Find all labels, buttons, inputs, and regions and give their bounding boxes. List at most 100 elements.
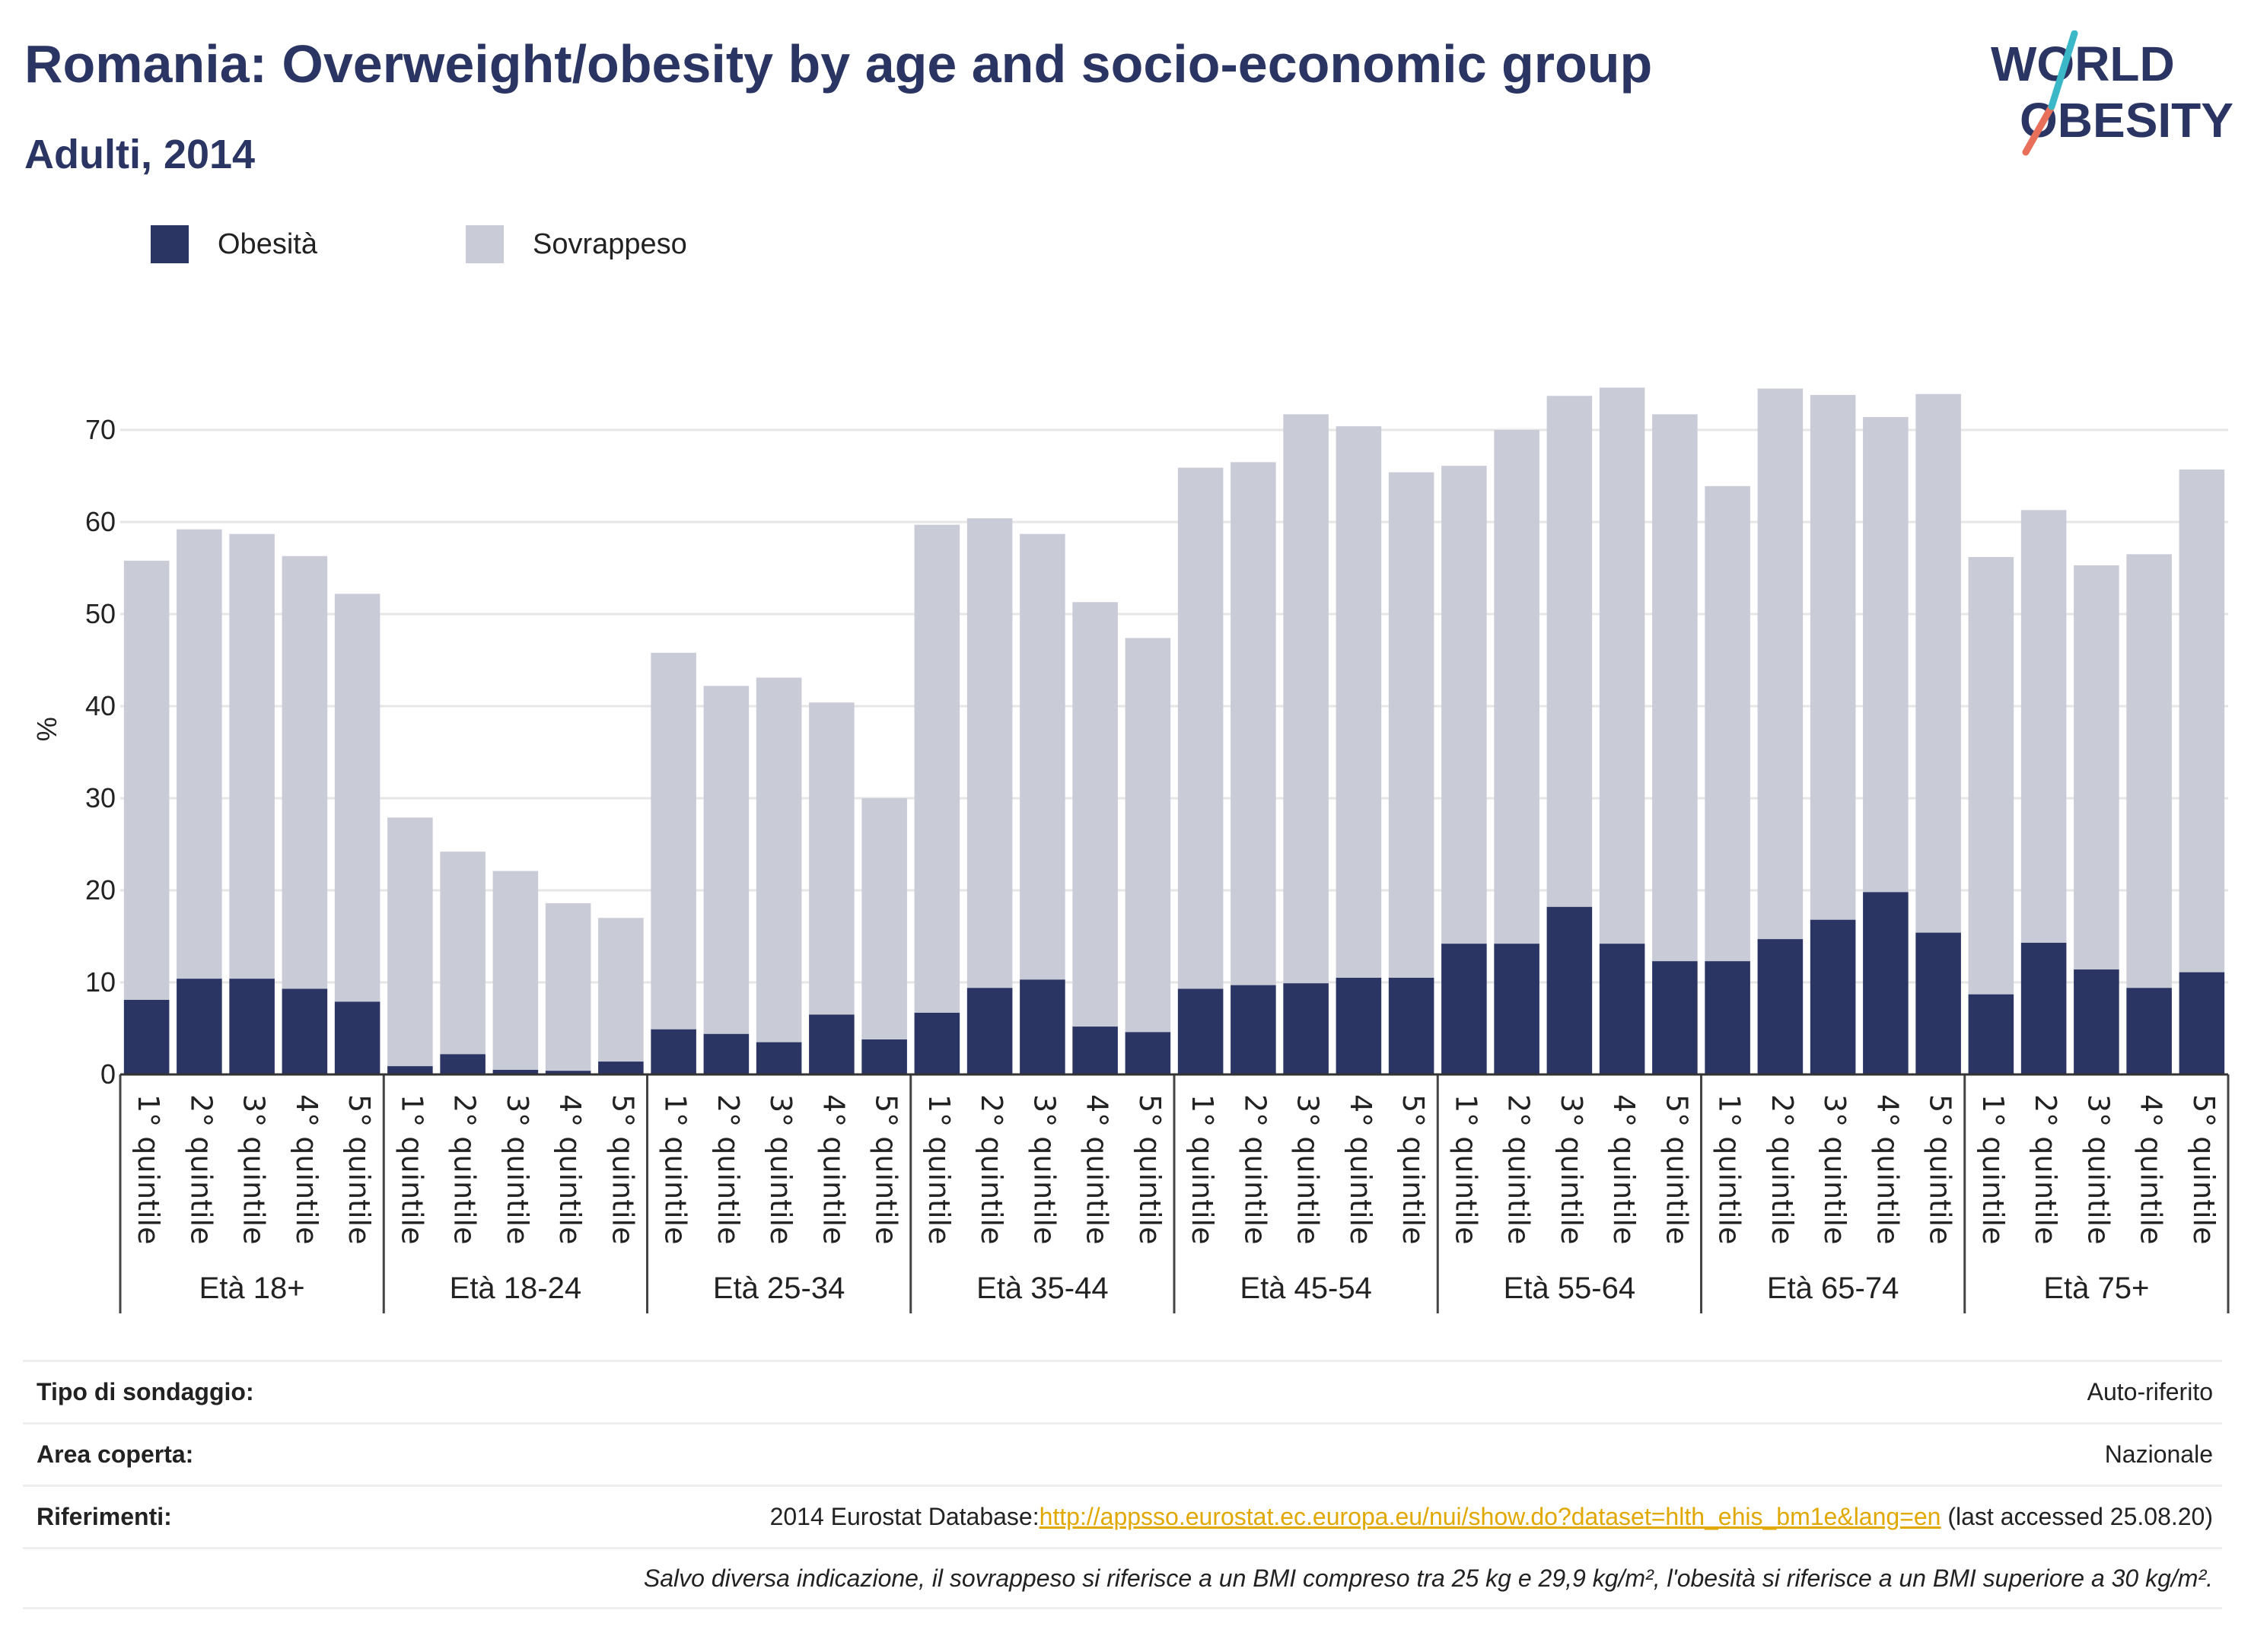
bar-overweight (914, 524, 960, 1013)
x-group-label: Età 55-64 (1504, 1272, 1635, 1305)
legend-label-obesity: Obesità (218, 228, 317, 260)
legend-item-overweight: Sovrappeso (466, 225, 687, 263)
bar-obesity (1388, 977, 1434, 1074)
bar-overweight (1705, 485, 1750, 962)
y-tick-label: 0 (100, 1058, 116, 1090)
info-row-note: Salvo diversa indicazione, il sovrappeso… (23, 1547, 2222, 1609)
bar-obesity (1915, 932, 1961, 1074)
bar-obesity (1810, 919, 1856, 1074)
x-tick-label: 2° quintile (184, 1094, 218, 1245)
bar-obesity (809, 1014, 855, 1074)
bar-overweight (492, 871, 539, 1070)
x-group-label: Età 75+ (2043, 1272, 2149, 1305)
reference-link[interactable]: http://appsso.eurostat.ec.europa.eu/nui/… (1039, 1503, 1941, 1530)
stacked-bar-chart: 0 10 20 30 40 50 60 70% 1° quintile 2° quintile 3°… (31, 387, 2230, 1313)
bar-obesity (545, 1071, 591, 1074)
info-value-area: Nazionale (2104, 1440, 2213, 1468)
bar-obesity (756, 1042, 802, 1074)
bar-overweight (545, 902, 591, 1071)
bar-overweight (1915, 393, 1961, 933)
chart-title: Romania: Overweight/obesity by age and s… (24, 34, 1653, 94)
bar-obesity (1336, 977, 1382, 1074)
x-group-label: Età 18-24 (450, 1272, 581, 1305)
bar-obesity (282, 988, 328, 1074)
bar-overweight (2074, 565, 2119, 970)
x-tick-label: 3° quintile (764, 1094, 798, 1245)
x-group-label: Età 65-74 (1767, 1272, 1899, 1305)
x-group-label: Età 45-54 (1240, 1272, 1371, 1305)
bar-overweight (2020, 510, 2067, 943)
reference-prefix: 2014 Eurostat Database: (769, 1503, 1040, 1530)
legend-label-overweight: Sovrappeso (533, 228, 687, 260)
x-tick-label: 5° quintile (1396, 1094, 1430, 1245)
x-tick-label: 4° quintile (817, 1094, 850, 1245)
info-label-references: Riferimenti: (37, 1503, 172, 1530)
x-tick-label: 4° quintile (553, 1094, 587, 1245)
y-tick-label: 20 (85, 874, 116, 906)
bar-obesity (861, 1039, 907, 1074)
bar-obesity (1177, 988, 1224, 1074)
x-tick-label: 5° quintile (606, 1094, 639, 1245)
bar-overweight (1020, 533, 1065, 980)
x-tick-label: 4° quintile (2135, 1094, 2168, 1245)
info-label-survey-type: Tipo di sondaggio: (37, 1378, 254, 1405)
x-tick-label: 4° quintile (290, 1094, 323, 1245)
bar-obesity (334, 1001, 380, 1074)
x-tick-label: 2° quintile (448, 1094, 482, 1245)
bar-overweight (334, 594, 380, 1002)
bar-overweight (1441, 466, 1487, 944)
x-tick-label: 5° quintile (2187, 1094, 2221, 1245)
x-tick-label: 1° quintile (1713, 1094, 1746, 1245)
bar-obesity (1705, 961, 1750, 1074)
bar-obesity (966, 988, 1013, 1074)
bar-overweight (1757, 388, 1804, 940)
bar-obesity (229, 979, 275, 1074)
bar-obesity (914, 1012, 960, 1074)
bar-obesity (1494, 944, 1539, 1074)
bar-overweight (1388, 472, 1434, 978)
x-tick-label: 1° quintile (395, 1094, 428, 1245)
bar-overweight (1125, 638, 1171, 1033)
bar-obesity (1072, 1027, 1118, 1074)
bar-obesity (1757, 939, 1804, 1074)
bar-overweight (1494, 430, 1539, 944)
x-tick-label: 5° quintile (1133, 1094, 1167, 1245)
bar-overweight (756, 677, 802, 1042)
bar-obesity (1599, 944, 1645, 1074)
legend-swatch-overweight (466, 225, 504, 263)
bar-obesity (177, 979, 222, 1074)
bar-obesity (1020, 979, 1065, 1074)
x-tick-label: 5° quintile (1660, 1094, 1693, 1245)
x-tick-label: 1° quintile (1449, 1094, 1482, 1245)
world-obesity-logo: WORLD OBESITY (1991, 30, 2233, 156)
bar-obesity (387, 1066, 433, 1074)
bar-overweight (1231, 462, 1276, 985)
bar-overweight (861, 798, 907, 1040)
bar-overweight (966, 518, 1013, 988)
x-group-label: Età 25-34 (713, 1272, 845, 1305)
x-tick-label: 3° quintile (1555, 1094, 1588, 1245)
bar-overweight (1810, 395, 1856, 920)
x-tick-label: 3° quintile (1818, 1094, 1851, 1245)
x-tick-label: 4° quintile (1871, 1094, 1904, 1245)
x-tick-label: 3° quintile (501, 1094, 534, 1245)
y-axis-label: % (31, 717, 62, 741)
x-tick-label: 2° quintile (1238, 1094, 1272, 1245)
bar-obesity (492, 1069, 539, 1074)
x-tick-label: 1° quintile (1186, 1094, 1219, 1245)
x-tick-label: 1° quintile (659, 1094, 692, 1245)
x-group-label: Età 18+ (199, 1272, 305, 1305)
bar-overweight (809, 702, 855, 1015)
bar-overweight (229, 533, 275, 979)
bar-overweight (440, 851, 486, 1055)
bar-obesity (1546, 906, 1593, 1074)
logo-line1: WORLD (1991, 37, 2175, 91)
bar-overweight (282, 555, 328, 989)
x-tick-label: 4° quintile (1081, 1094, 1114, 1245)
bar-overweight (703, 686, 750, 1034)
y-tick-label: 30 (85, 782, 116, 813)
x-tick-label: 1° quintile (922, 1094, 956, 1245)
x-tick-label: 3° quintile (237, 1094, 271, 1245)
x-group-label: Età 35-44 (976, 1272, 1108, 1305)
bar-overweight (1599, 387, 1645, 944)
